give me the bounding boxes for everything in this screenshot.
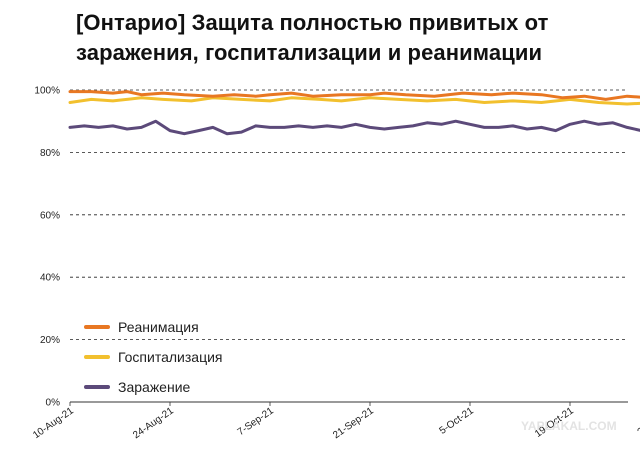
y-tick-label: 80% [40, 148, 60, 159]
series-lines [68, 90, 640, 136]
legend: Реанимация Госпитализация Заражение [84, 319, 223, 395]
series-line-2 [68, 96, 640, 106]
x-tick-label: 7-Sep-21 [236, 405, 276, 438]
series-line-3 [68, 119, 640, 136]
series-line-1 [68, 90, 640, 101]
y-tick-label: 100% [34, 86, 60, 97]
x-tick-label: 10-Aug-21 [31, 405, 76, 441]
y-tick-label: 60% [40, 210, 60, 221]
y-axis: 100% 80% 60% 40% 20% 0% [34, 86, 60, 409]
legend-label: Госпитализация [118, 349, 223, 365]
legend-label: Заражение [118, 379, 191, 395]
gridlines [70, 89, 628, 403]
x-tick-label: 24-Aug-21 [131, 405, 176, 441]
x-tick-label: 21-Sep-21 [331, 405, 376, 441]
x-tick-label: 2-Nov-21 [636, 405, 640, 438]
x-tick-label: 5-Oct-21 [438, 405, 477, 437]
y-tick-label: 40% [40, 273, 60, 284]
y-tick-label: 0% [46, 398, 61, 409]
legend-label: Реанимация [118, 319, 199, 335]
watermark-text: YAPLAKAL.COM [521, 419, 617, 433]
y-tick-label: 20% [40, 335, 60, 346]
chart-title-line-1: [Онтарио] Защита полностью привитых от [76, 10, 549, 35]
chart-title: [Онтарио] Защита полностью привитых от з… [76, 8, 636, 68]
chart-title-line-2: заражения, госпитализации и реанимации [76, 40, 543, 65]
